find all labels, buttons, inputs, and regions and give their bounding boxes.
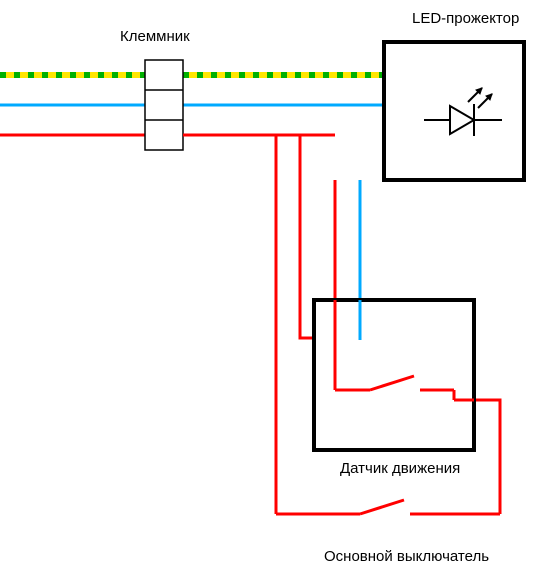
wiring-diagram: Клеммник LED-прожектор Датчик движения О…: [0, 0, 560, 570]
diagram-svg: [0, 0, 560, 570]
